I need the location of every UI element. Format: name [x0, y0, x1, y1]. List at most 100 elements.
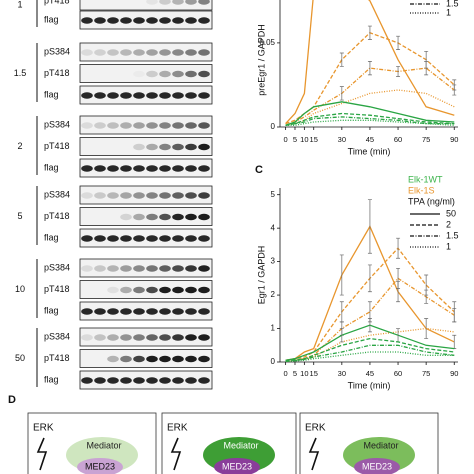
band [107, 286, 119, 294]
band [172, 308, 184, 315]
band [198, 165, 210, 172]
signal-bolt [36, 437, 48, 471]
band [185, 286, 197, 294]
med23-subunit [354, 458, 400, 474]
blot-frame [79, 370, 213, 390]
band [133, 71, 145, 77]
row-label: flag [44, 305, 59, 315]
y-tick-label: 1 [271, 324, 276, 333]
row-label: pT418 [44, 211, 70, 221]
band [146, 70, 158, 78]
band [146, 213, 158, 221]
x-tick-label: 30 [338, 135, 346, 144]
series-line [285, 351, 455, 362]
y-axis-label: preEgr1 / GAPDH [256, 24, 266, 96]
blot-frame [79, 327, 213, 347]
band [185, 355, 197, 363]
legend-title: TPA (ng/ml) [408, 196, 455, 206]
band [159, 122, 171, 129]
row-label: pT418 [44, 141, 70, 151]
band [159, 70, 171, 78]
band [120, 213, 132, 221]
band [107, 355, 119, 363]
band [185, 0, 197, 5]
band [107, 92, 119, 99]
kinase-label: ERK [167, 423, 188, 434]
band [120, 355, 132, 363]
error-bar [339, 86, 344, 101]
error-bar [367, 318, 372, 333]
band [159, 0, 171, 5]
band [107, 17, 119, 24]
band [120, 334, 132, 341]
band [133, 308, 145, 315]
x-axis-label: Time (min) [348, 380, 391, 390]
band [120, 235, 132, 242]
row-label: flag [44, 162, 59, 172]
band [81, 265, 93, 272]
row-label: pT418 [44, 353, 70, 363]
x-tick-label: 90 [450, 135, 458, 144]
band [198, 92, 210, 99]
band [198, 0, 210, 5]
band [185, 265, 197, 272]
row-label: pT418 [44, 284, 70, 294]
band [185, 49, 197, 56]
legend-group: Elk-1S [408, 185, 435, 195]
band [172, 192, 184, 199]
plot-area [285, 0, 457, 126]
band [107, 49, 119, 56]
band [172, 377, 184, 384]
x-tick-label: 15 [310, 135, 318, 144]
band [172, 49, 184, 56]
band [198, 265, 210, 272]
band [133, 286, 145, 294]
x-tick-label: 30 [338, 369, 346, 378]
x-tick-label: 60 [394, 369, 402, 378]
error-bar [424, 61, 429, 76]
band [198, 49, 210, 56]
band [198, 377, 210, 384]
plot-area [285, 199, 457, 362]
band [172, 165, 184, 172]
x-tick-label: 5 [293, 369, 297, 378]
band [146, 286, 158, 294]
med23-subunit [77, 458, 123, 474]
band [94, 122, 106, 129]
complex-label: Mediator [363, 440, 398, 450]
y-tick-label: 2 [271, 290, 276, 299]
band [94, 92, 106, 99]
band [81, 17, 93, 24]
band [120, 377, 132, 384]
subunit-label: MED23 [85, 461, 115, 471]
band [133, 122, 145, 129]
band [172, 70, 184, 78]
band [198, 286, 210, 294]
blot-frame [79, 185, 213, 205]
blot-frame [79, 0, 213, 11]
x-tick-label: 60 [394, 135, 402, 144]
error-bar [424, 289, 429, 304]
error-bar [367, 199, 372, 254]
y-tick-label: 5 [271, 190, 276, 199]
band [159, 265, 171, 272]
blot-frame [79, 207, 213, 226]
complex-label: Mediator [223, 440, 258, 450]
band [146, 308, 158, 315]
band [81, 334, 93, 341]
band [159, 334, 171, 341]
x-tick-label: 90 [450, 369, 458, 378]
x-tick-label: 45 [366, 135, 374, 144]
band [81, 49, 93, 56]
panel-label: C [255, 164, 263, 176]
band [81, 377, 93, 384]
row-label: flag [44, 232, 59, 242]
band [172, 17, 184, 24]
blot-frame [79, 228, 213, 248]
band [146, 17, 158, 24]
band [120, 92, 132, 99]
band [107, 165, 119, 172]
band [107, 192, 119, 199]
